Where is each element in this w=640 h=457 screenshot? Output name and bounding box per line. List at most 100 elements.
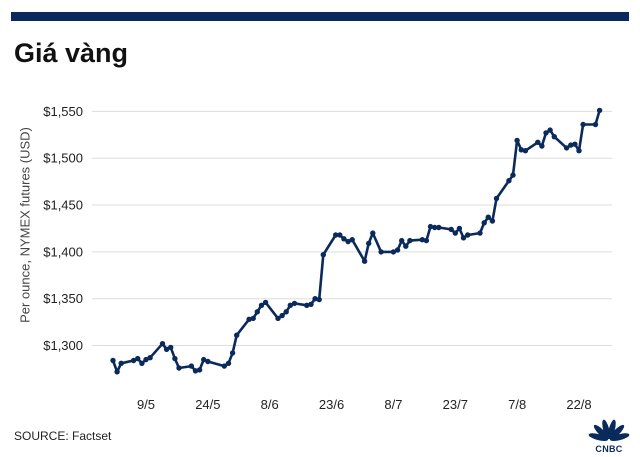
data-point: [176, 365, 182, 371]
data-point: [304, 302, 310, 308]
data-point: [596, 107, 603, 114]
data-point: [535, 139, 541, 145]
y-tick-label: $1,400: [43, 244, 83, 259]
data-point: [390, 249, 397, 255]
x-tick-label: 9/5: [137, 397, 155, 412]
data-point: [522, 148, 529, 154]
data-point: [514, 137, 520, 144]
x-tick-label: 8/7: [384, 397, 402, 412]
x-tick-label: 8/6: [261, 397, 279, 412]
data-point: [361, 258, 368, 264]
data-point: [452, 230, 458, 236]
data-point: [147, 355, 153, 361]
data-point: [543, 130, 549, 136]
data-point: [349, 237, 355, 243]
peacock-icon: [588, 419, 630, 442]
data-point: [110, 357, 116, 364]
data-point: [192, 368, 199, 374]
data-point: [118, 360, 124, 366]
y-tick-label: $1,550: [43, 104, 83, 119]
data-point: [308, 301, 314, 307]
data-point: [592, 121, 599, 128]
data-point: [436, 224, 442, 231]
x-tick-label: 23/7: [443, 397, 468, 412]
data-point: [196, 367, 203, 373]
data-point: [320, 252, 326, 258]
data-point: [394, 247, 401, 253]
x-tick-label: 23/6: [319, 397, 344, 412]
data-point: [448, 226, 454, 233]
data-point: [221, 363, 227, 369]
data-point: [465, 232, 471, 238]
data-point: [427, 223, 434, 230]
data-point: [229, 350, 236, 356]
gridlines: [92, 110, 612, 347]
data-point: [205, 358, 211, 365]
data-point: [159, 341, 166, 347]
y-tick-label: $1,450: [43, 198, 83, 213]
chart-title: Giá vàng: [14, 38, 129, 68]
data-point: [539, 143, 545, 149]
data-point: [275, 315, 281, 322]
data-point: [316, 296, 322, 303]
y-tick-label: $1,300: [43, 338, 83, 353]
data-point: [188, 363, 195, 369]
data-point: [403, 243, 409, 249]
source-note: SOURCE: Factset: [14, 429, 112, 443]
data-point: [333, 232, 339, 238]
y-tick-labels: $1,300 $1,350 $1,400 $1,450 $1,500 $1,550: [43, 104, 83, 353]
data-point: [143, 356, 149, 363]
data-point: [419, 237, 425, 243]
data-point: [370, 230, 376, 236]
data-point: [234, 332, 240, 338]
logo-text: CNBC: [595, 444, 623, 454]
data-point: [172, 355, 178, 362]
data-point: [576, 148, 582, 154]
data-points: [110, 107, 603, 375]
x-tick-label: 24/5: [195, 397, 220, 412]
data-point: [168, 344, 174, 351]
data-point: [399, 237, 405, 244]
data-point: [551, 134, 557, 140]
top-accent-bar: [11, 12, 629, 21]
data-point: [493, 195, 500, 202]
data-point: [572, 141, 578, 147]
data-point: [139, 360, 145, 366]
data-point: [568, 142, 574, 148]
x-tick-labels: 9/5 24/5 8/6 23/6 8/7 23/7 7/8 22/8: [137, 397, 592, 412]
data-point: [423, 237, 430, 244]
data-point: [460, 235, 467, 241]
data-point: [345, 238, 351, 245]
data-point: [283, 309, 289, 315]
data-point: [378, 249, 384, 255]
data-point: [246, 316, 252, 322]
data-point: [407, 237, 413, 244]
data-point: [287, 302, 293, 308]
data-point: [312, 296, 318, 302]
data-point: [114, 369, 120, 375]
data-point: [254, 309, 260, 315]
data-point: [279, 312, 285, 319]
data-point: [518, 147, 524, 153]
data-point: [563, 145, 570, 151]
x-tick-label: 7/8: [508, 397, 526, 412]
data-point: [481, 220, 487, 226]
data-point: [489, 218, 496, 224]
data-point: [341, 236, 347, 242]
data-point: [291, 300, 298, 307]
data-point: [477, 230, 483, 236]
data-point: [432, 224, 438, 231]
data-point: [547, 127, 553, 133]
cnbc-logo: CNBC: [586, 416, 632, 454]
data-point: [366, 240, 372, 247]
data-point: [456, 225, 463, 232]
data-point: [510, 172, 516, 178]
data-point: [201, 356, 207, 363]
data-point: [262, 299, 269, 306]
data-point: [130, 357, 137, 364]
data-point: [225, 360, 232, 366]
data-point: [506, 178, 512, 184]
y-tick-label: $1,350: [43, 291, 83, 306]
data-point: [258, 302, 265, 308]
